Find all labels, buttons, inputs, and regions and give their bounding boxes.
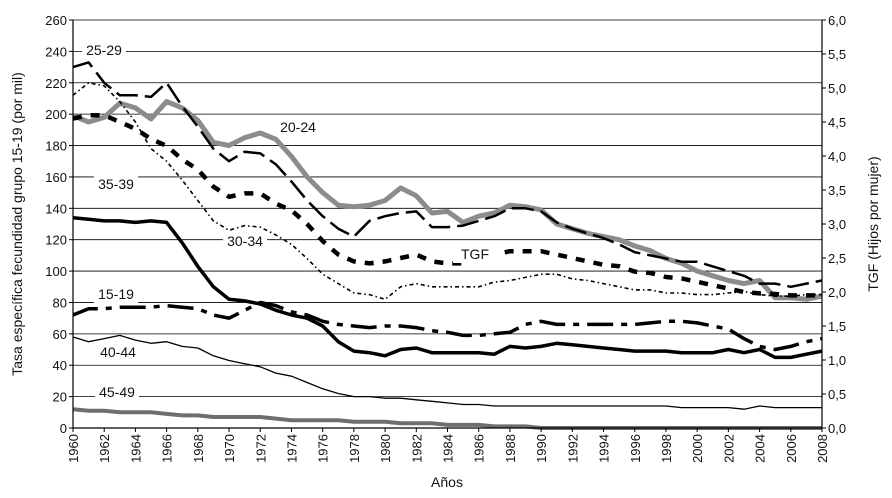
y-tick-label: 80	[53, 295, 67, 310]
series-label-45-49: 45-49	[99, 384, 135, 400]
x-tick-label: 2008	[815, 434, 830, 463]
series-label-bg	[94, 176, 138, 193]
y-tick-label: 240	[45, 44, 67, 59]
series-label-25-29: 25-29	[86, 42, 122, 58]
x-tick-label: 1982	[409, 434, 424, 463]
y-right-tick-label: 2,5	[828, 251, 846, 266]
right-y-axis-title: TGF (Hijos por mujer)	[865, 156, 881, 291]
x-tick-label: 2002	[721, 434, 736, 463]
y-right-tick-label: 5,0	[828, 81, 846, 96]
x-tick-label: 1966	[160, 434, 175, 463]
series-label-bg	[276, 119, 320, 136]
y-right-tick-label: 5,5	[828, 47, 846, 62]
series-line-25-29	[72, 61, 823, 289]
x-tick-label: 1964	[128, 434, 143, 463]
y-tick-label: 220	[45, 76, 67, 91]
y-tick-label: 40	[53, 358, 67, 373]
series-line-45-49	[72, 407, 822, 430]
x-tick-label: 1980	[378, 434, 393, 463]
y-tick-label: 100	[45, 264, 67, 279]
x-tick-label: 2004	[753, 434, 768, 463]
x-tick-label: 1976	[316, 434, 331, 463]
series-label-bg	[82, 42, 126, 59]
series-label-20-24: 20-24	[280, 119, 316, 135]
y-tick-label: 20	[53, 390, 67, 405]
x-tick-label: 2000	[690, 434, 705, 463]
series-line-TGF	[72, 112, 822, 298]
y-right-tick-label: 6,0	[828, 13, 846, 28]
series-label-TGF: TGF	[461, 246, 489, 262]
series-label-bg	[453, 246, 497, 263]
series-label-35-39: 35-39	[98, 176, 134, 192]
series-lines	[72, 61, 823, 430]
y-tick-label: 120	[45, 233, 67, 248]
axes	[72, 20, 823, 429]
y-right-tick-label: 0,0	[828, 421, 846, 436]
y-right-tick-label: 3,5	[828, 183, 846, 198]
series-line-20-24	[72, 99, 823, 302]
x-tick-label: 1994	[597, 434, 612, 463]
y-right-tick-label: 2,0	[828, 285, 846, 300]
y-tick-label: 60	[53, 327, 67, 342]
x-tick-label: 1972	[253, 434, 268, 463]
gridlines	[73, 19, 822, 398]
x-tick-label: 1984	[441, 434, 456, 463]
x-tick-label: 1988	[503, 434, 518, 463]
y-right-tick-label: 1,0	[828, 353, 846, 368]
y-tick-label: 160	[45, 170, 67, 185]
y-tick-label: 180	[45, 139, 67, 154]
y-right-tick-label: 3,0	[828, 217, 846, 232]
series-line-30-34	[72, 82, 822, 301]
series-label-30-34: 30-34	[227, 233, 263, 249]
x-tick-label: 1978	[347, 434, 362, 463]
series-label-15-19: 15-19	[98, 286, 134, 302]
x-tick-label: 1986	[472, 434, 487, 463]
x-tick-label: 1974	[284, 434, 299, 463]
x-tick-label: 1970	[222, 434, 237, 463]
x-tick-label: 1960	[66, 434, 81, 463]
y-right-tick-label: 0,5	[828, 387, 846, 402]
series-line-35-39	[72, 215, 823, 360]
series-label-bg	[94, 286, 138, 303]
series-label-bg	[96, 344, 140, 361]
x-tick-label: 1990	[534, 434, 549, 463]
x-tick-label: 1998	[659, 434, 674, 463]
left-y-axis-title: Tasa específica fecundidad grupo 15-19 (…	[9, 72, 25, 376]
series-label-bg	[95, 384, 139, 401]
tick-labels: 0 20 40 60 80 100 120 140 160 180 200 220 240 260 0,0 0…	[45, 13, 846, 463]
y-right-tick-label: 4,5	[828, 115, 846, 130]
x-tick-label: 2006	[784, 434, 799, 463]
x-tick-label: 1996	[628, 434, 643, 463]
y-tick-label: 260	[45, 13, 67, 28]
series-label-bg	[223, 233, 267, 250]
x-tick-label: 1962	[97, 434, 112, 463]
y-right-tick-label: 4,0	[828, 149, 846, 164]
x-tick-label: 1992	[565, 434, 580, 463]
series-label-40-44: 40-44	[100, 344, 136, 360]
y-right-tick-label: 1,5	[828, 319, 846, 334]
x-tick-label: 1968	[191, 434, 206, 463]
series-labels: 15-19 20-24 25-29 30-34 35-39 40-44 45-49 TGF	[82, 42, 497, 401]
series-line-15-19	[72, 300, 823, 352]
y-tick-label: 0	[60, 421, 67, 436]
y-tick-label: 140	[45, 201, 67, 216]
series-line-40-44	[72, 334, 822, 410]
y-tick-label: 200	[45, 107, 67, 122]
x-axis-title: Años	[431, 474, 463, 490]
